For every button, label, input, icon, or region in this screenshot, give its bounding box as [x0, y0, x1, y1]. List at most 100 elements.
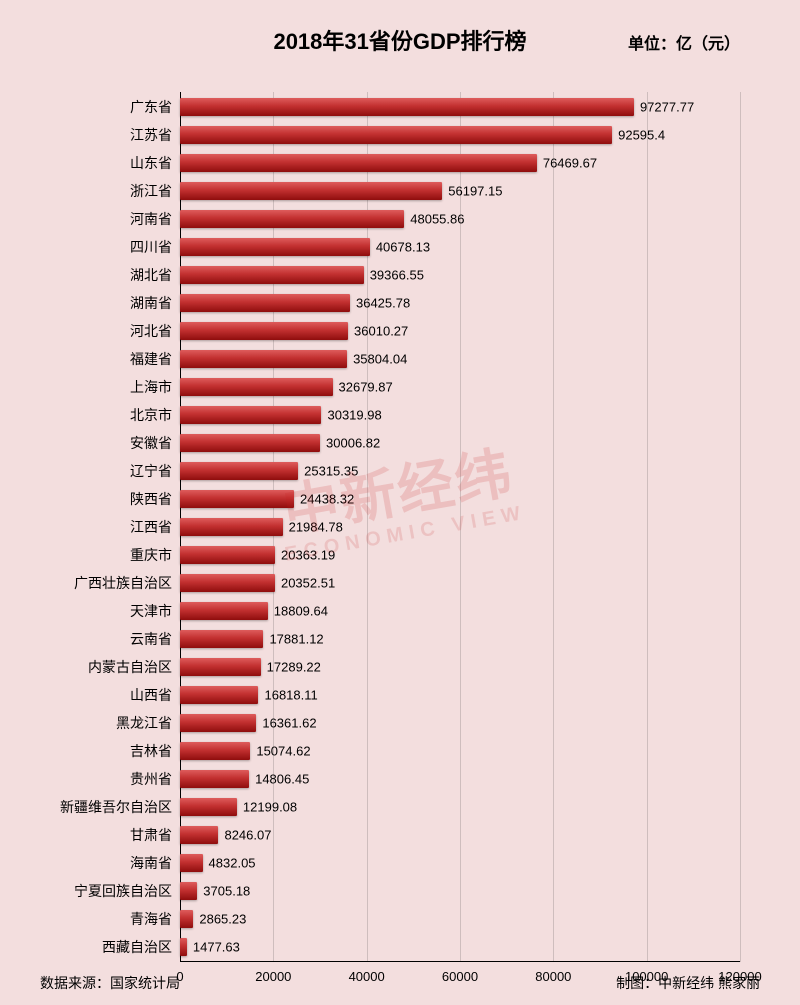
value-label: 32679.87: [333, 380, 393, 395]
bar: 30006.82: [180, 434, 320, 452]
value-label: 76469.67: [537, 156, 597, 171]
category-label: 青海省: [40, 909, 180, 929]
value-label: 25315.35: [298, 464, 358, 479]
value-label: 20363.19: [275, 548, 335, 563]
bar-row: 河北省36010.27: [180, 322, 740, 340]
value-label: 36425.78: [350, 296, 410, 311]
category-label: 贵州省: [40, 769, 180, 789]
bar-row: 上海市32679.87: [180, 378, 740, 396]
bar-row: 贵州省14806.45: [180, 770, 740, 788]
credit-text: 制图：中新经纬 熊家丽: [616, 973, 760, 993]
bar-row: 重庆市20363.19: [180, 546, 740, 564]
chart-container: 2018年31省份GDP排行榜 单位：亿（元） 0200004000060000…: [0, 0, 800, 1005]
value-label: 4832.05: [203, 856, 256, 871]
bar: 8246.07: [180, 826, 218, 844]
credit-value: 中新经纬 熊家丽: [658, 975, 760, 991]
source-text: 数据来源：国家统计局: [40, 973, 180, 993]
category-label: 宁夏回族自治区: [40, 881, 180, 901]
category-label: 广东省: [40, 97, 180, 117]
bar: 21984.78: [180, 518, 283, 536]
category-label: 福建省: [40, 349, 180, 369]
value-label: 1477.63: [187, 940, 240, 955]
bar: 12199.08: [180, 798, 237, 816]
value-label: 97277.77: [634, 100, 694, 115]
bar-row: 辽宁省25315.35: [180, 462, 740, 480]
bar: 17881.12: [180, 630, 263, 648]
category-label: 四川省: [40, 237, 180, 257]
bar-row: 湖北省39366.55: [180, 266, 740, 284]
bar-row: 海南省4832.05: [180, 854, 740, 872]
category-label: 湖北省: [40, 265, 180, 285]
bar-row: 广西壮族自治区20352.51: [180, 574, 740, 592]
credit-label: 制图：: [616, 975, 658, 991]
category-label: 河南省: [40, 209, 180, 229]
bar: 4832.05: [180, 854, 203, 872]
bar-row: 云南省17881.12: [180, 630, 740, 648]
category-label: 西藏自治区: [40, 937, 180, 957]
value-label: 12199.08: [237, 800, 297, 815]
value-label: 35804.04: [347, 352, 407, 367]
value-label: 30006.82: [320, 436, 380, 451]
bar-row: 陕西省24438.32: [180, 490, 740, 508]
category-label: 内蒙古自治区: [40, 657, 180, 677]
bar: 97277.77: [180, 98, 634, 116]
bar-row: 山西省16818.11: [180, 686, 740, 704]
category-label: 陕西省: [40, 489, 180, 509]
value-label: 36010.27: [348, 324, 408, 339]
bar: 20352.51: [180, 574, 275, 592]
value-label: 17881.12: [263, 632, 323, 647]
category-label: 海南省: [40, 853, 180, 873]
bar-row: 湖南省36425.78: [180, 294, 740, 312]
category-label: 安徽省: [40, 433, 180, 453]
bar: 76469.67: [180, 154, 537, 172]
bar-row: 北京市30319.98: [180, 406, 740, 424]
source-value: 国家统计局: [110, 975, 180, 991]
value-label: 92595.4: [612, 128, 665, 143]
bar-row: 甘肃省8246.07: [180, 826, 740, 844]
category-label: 河北省: [40, 321, 180, 341]
bar-row: 天津市18809.64: [180, 602, 740, 620]
value-label: 3705.18: [197, 884, 250, 899]
value-label: 16818.11: [258, 688, 317, 703]
category-label: 重庆市: [40, 545, 180, 565]
bar: 1477.63: [180, 938, 187, 956]
category-label: 吉林省: [40, 741, 180, 761]
value-label: 39366.55: [364, 268, 424, 283]
bar-row: 宁夏回族自治区3705.18: [180, 882, 740, 900]
bar-row: 西藏自治区1477.63: [180, 938, 740, 956]
bar-row: 内蒙古自治区17289.22: [180, 658, 740, 676]
bar-row: 四川省40678.13: [180, 238, 740, 256]
bar: 3705.18: [180, 882, 197, 900]
category-label: 天津市: [40, 601, 180, 621]
plot-area: 020000400006000080000100000120000广东省9727…: [180, 92, 740, 962]
bar: 56197.15: [180, 182, 442, 200]
bar: 30319.98: [180, 406, 321, 424]
bar: 16818.11: [180, 686, 258, 704]
bar-row: 山东省76469.67: [180, 154, 740, 172]
category-label: 江西省: [40, 517, 180, 537]
value-label: 16361.62: [256, 716, 316, 731]
value-label: 18809.64: [268, 604, 328, 619]
value-label: 21984.78: [283, 520, 343, 535]
bar: 40678.13: [180, 238, 370, 256]
bar-row: 江苏省92595.4: [180, 126, 740, 144]
category-label: 黑龙江省: [40, 713, 180, 733]
bar-row: 吉林省15074.62: [180, 742, 740, 760]
category-label: 江苏省: [40, 125, 180, 145]
bar-row: 青海省2865.23: [180, 910, 740, 928]
bar: 24438.32: [180, 490, 294, 508]
bar-row: 新疆维吾尔自治区12199.08: [180, 798, 740, 816]
grid-line: [740, 92, 741, 962]
value-label: 56197.15: [442, 184, 502, 199]
category-label: 广西壮族自治区: [40, 573, 180, 593]
bar: 15074.62: [180, 742, 250, 760]
value-label: 15074.62: [250, 744, 310, 759]
bar: 14806.45: [180, 770, 249, 788]
value-label: 30319.98: [321, 408, 381, 423]
bar: 18809.64: [180, 602, 268, 620]
category-label: 辽宁省: [40, 461, 180, 481]
bar: 35804.04: [180, 350, 347, 368]
category-label: 新疆维吾尔自治区: [40, 797, 180, 817]
value-label: 40678.13: [370, 240, 430, 255]
bar: 39366.55: [180, 266, 364, 284]
